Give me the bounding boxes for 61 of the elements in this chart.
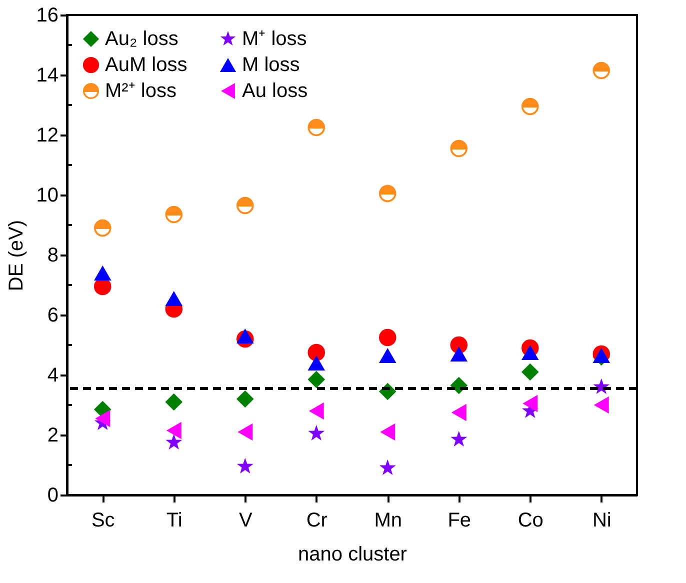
legend-label: AuM loss — [105, 54, 188, 76]
point — [522, 394, 538, 412]
point — [378, 184, 396, 202]
point — [165, 291, 183, 306]
point — [308, 370, 326, 388]
point — [308, 344, 326, 362]
point — [166, 422, 182, 440]
point — [236, 196, 254, 214]
y-tick-label: 16 — [36, 4, 58, 26]
point — [308, 356, 326, 370]
x-tick-label: Ni — [592, 510, 612, 532]
point — [236, 328, 254, 344]
point — [379, 459, 396, 476]
point — [166, 434, 182, 450]
point — [450, 140, 468, 158]
y-tick-label: 10 — [36, 184, 58, 206]
point — [594, 396, 609, 414]
point — [593, 378, 610, 394]
point — [236, 458, 254, 474]
y-tick-label: 14 — [36, 64, 58, 86]
point — [95, 410, 110, 428]
legend-label: M²⁺ loss — [105, 80, 176, 102]
point — [521, 363, 539, 381]
point — [378, 328, 396, 346]
x-tick-label: Mn — [374, 510, 402, 532]
point — [521, 98, 539, 116]
point — [238, 423, 253, 441]
x-tick-label: V — [238, 510, 253, 532]
point — [592, 62, 610, 80]
x-axis-title: nano cluster — [298, 544, 408, 566]
point — [94, 266, 112, 280]
point — [521, 345, 539, 360]
point — [94, 219, 112, 237]
legend-label: Au loss — [242, 80, 308, 102]
point — [380, 423, 396, 441]
y-tick-label: 8 — [47, 244, 58, 266]
x-tick-label: Fe — [448, 510, 472, 532]
legend-label: M loss — [242, 54, 300, 76]
point — [308, 118, 326, 136]
x-tick-label: Sc — [91, 510, 115, 532]
x-tick-label: Cr — [306, 510, 328, 532]
point — [450, 430, 468, 447]
x-tick-label: Co — [518, 510, 544, 532]
point — [378, 348, 396, 363]
y-axis-title: DE (eV) — [5, 220, 28, 292]
point — [165, 393, 183, 411]
point — [592, 348, 610, 363]
point — [308, 402, 324, 420]
point — [451, 404, 466, 422]
point — [308, 424, 325, 441]
y-tick-label: 2 — [47, 424, 58, 446]
point — [236, 390, 254, 408]
y-tick-label: 12 — [36, 124, 58, 146]
point — [450, 346, 468, 362]
x-tick-label: Ti — [166, 510, 182, 532]
y-tick-label: 6 — [47, 304, 58, 326]
y-tick-label: 4 — [47, 364, 58, 386]
legend-label: M⁺ loss — [242, 28, 307, 50]
legend-label: Au₂ loss — [105, 28, 178, 50]
y-tick-label: 0 — [47, 484, 58, 506]
point — [165, 206, 183, 224]
